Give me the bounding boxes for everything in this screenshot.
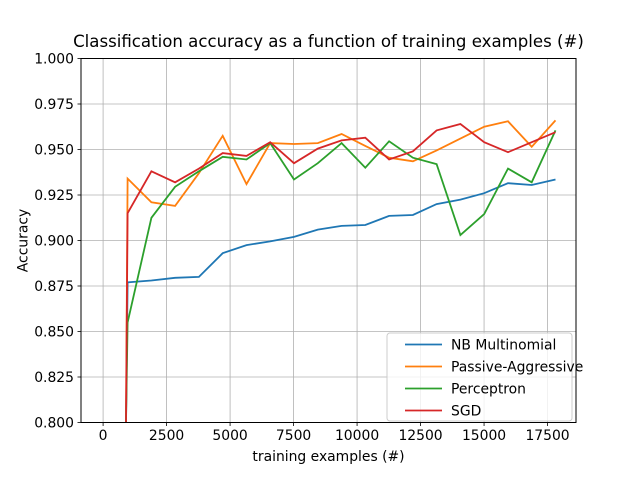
- y-tick-label: 1.000: [34, 51, 74, 67]
- legend: NB Multinomial Passive-Aggressive Perceptr…: [386, 332, 583, 422]
- chart-title: Classification accuracy as a function of…: [73, 32, 584, 51]
- x-axis-label: training examples (#): [252, 449, 404, 465]
- legend-entry-label: Passive-Aggressive: [451, 359, 583, 375]
- x-tick-label: 0: [99, 428, 108, 444]
- legend-box: [386, 332, 573, 422]
- y-tick-label: 0.825: [34, 370, 74, 386]
- series-lines: [125, 119, 557, 423]
- series-line-sgd: [125, 123, 556, 423]
- x-tick-label: 2500: [149, 428, 184, 444]
- legend-entry-label: SGD: [451, 403, 481, 419]
- tick-labels: 0 2500 5000 7500 10000 12500 15000 17500 0.800 0.…: [34, 51, 569, 444]
- series-line-nb-multinomial: [125, 178, 556, 423]
- y-tick-label: 0.800: [34, 415, 74, 431]
- x-tick-label: 15000: [462, 428, 506, 444]
- x-tick-label: 12500: [398, 428, 442, 444]
- y-tick-label: 0.925: [34, 188, 74, 204]
- y-tick-label: 0.900: [34, 233, 74, 249]
- axis-ticks: [77, 58, 548, 426]
- x-tick-label: 17500: [525, 428, 569, 444]
- legend-entry-label: Perceptron: [451, 381, 526, 397]
- y-tick-label: 0.875: [34, 279, 74, 295]
- y-axis-label: Accuracy: [16, 209, 32, 272]
- x-tick-label: 7500: [276, 428, 311, 444]
- x-tick-label: 10000: [335, 428, 379, 444]
- y-tick-label: 0.850: [34, 324, 74, 340]
- legend-entry: NB Multinomial: [405, 337, 556, 353]
- series-line-passive-aggressive: [125, 119, 557, 423]
- series-line-perceptron: [125, 130, 557, 423]
- y-tick-label: 0.975: [34, 97, 74, 113]
- legend-entry-label: NB Multinomial: [451, 337, 556, 353]
- legend-entry: Perceptron: [405, 381, 526, 397]
- legend-entry: Passive-Aggressive: [405, 359, 583, 375]
- y-tick-label: 0.950: [34, 142, 74, 158]
- x-tick-label: 5000: [212, 428, 247, 444]
- legend-entry: SGD: [405, 403, 481, 419]
